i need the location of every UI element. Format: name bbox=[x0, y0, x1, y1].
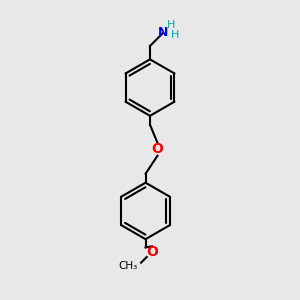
Text: H: H bbox=[167, 20, 175, 30]
Text: H: H bbox=[171, 30, 179, 40]
Text: O: O bbox=[146, 245, 158, 259]
Text: O: O bbox=[152, 142, 164, 156]
Text: N: N bbox=[158, 26, 168, 39]
Text: CH₃: CH₃ bbox=[118, 261, 137, 271]
